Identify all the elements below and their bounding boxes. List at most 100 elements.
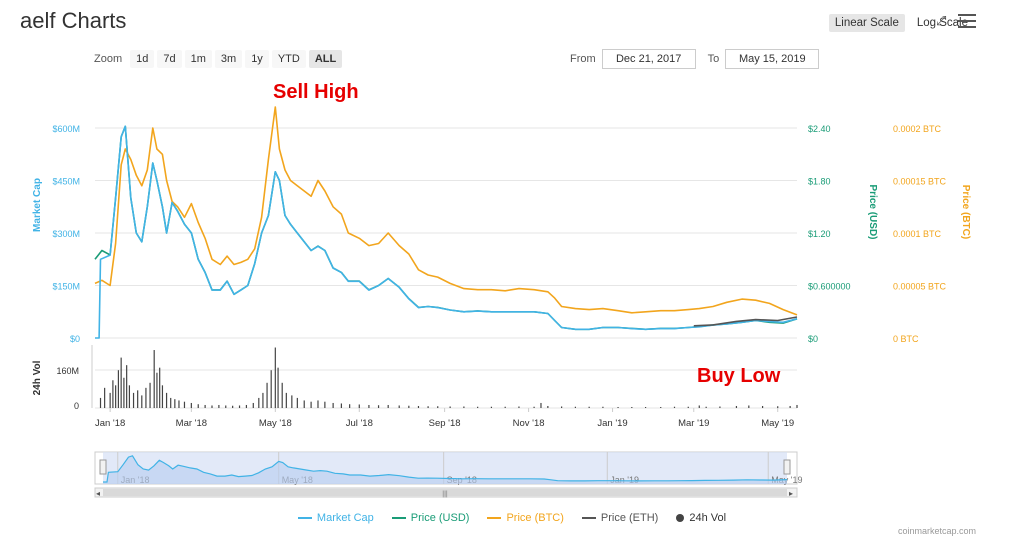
volume-bar	[104, 387, 106, 408]
volume-bar	[117, 370, 119, 408]
legend-item[interactable]: Market Cap	[297, 512, 374, 524]
volume-bar	[238, 405, 241, 408]
volume-bar	[631, 406, 633, 408]
x-tick-label: Jan '19	[597, 418, 627, 429]
x-tick-label: Jan '18	[95, 418, 125, 429]
market-cap-tick: $150M	[52, 282, 80, 292]
volume-bar	[477, 406, 479, 408]
legend-item-label: Price (ETH)	[600, 512, 659, 524]
volume-bar	[115, 385, 117, 408]
navigator-line	[103, 455, 788, 483]
zoom-1y-button[interactable]: 1y	[245, 50, 269, 68]
volume-bar	[463, 406, 465, 408]
volume-bar	[377, 405, 380, 408]
volume-bar	[490, 406, 493, 408]
volume-bar	[277, 367, 279, 408]
volume-bar	[437, 406, 439, 408]
scroll-right-arrow-icon: ▸	[789, 489, 793, 498]
price-usd-tick: $0	[808, 334, 818, 344]
legend-item[interactable]: Price (ETH)	[581, 512, 659, 524]
volume-bar	[796, 404, 798, 408]
zoom-1d-button[interactable]: 1d	[130, 50, 155, 68]
from-date-input[interactable]: Dec 21, 2017	[601, 49, 696, 69]
volume-bar	[145, 387, 147, 408]
x-tick-label: Mar '18	[176, 418, 207, 429]
volume-bar	[156, 372, 158, 408]
volume-bar	[245, 404, 248, 408]
volume-bar	[291, 395, 293, 408]
volume-bar	[789, 405, 791, 408]
zoom-controls: Zoom 1d 7d 1m 3m 1y YTD ALL	[94, 50, 343, 68]
x-tick-label: May '18	[259, 418, 292, 429]
volume-bar	[617, 406, 619, 408]
volume-bar	[698, 405, 700, 408]
volume-bar	[368, 404, 370, 408]
volume-bar	[748, 405, 750, 408]
chart-legend: Market Cap Price (USD) Price (BTC) Price (E…	[0, 512, 1024, 524]
volume-bar	[225, 405, 227, 408]
from-label: From	[570, 53, 596, 65]
volume-bar	[178, 400, 180, 408]
volume-bar	[317, 400, 319, 408]
price-usd-axis-title: Price (USD)	[867, 184, 878, 239]
to-label: To	[707, 53, 720, 65]
volume-bar	[123, 377, 125, 408]
volume-bar	[349, 404, 351, 408]
hamburger-menu-icon[interactable]	[958, 14, 976, 28]
volume-bar	[387, 404, 389, 408]
volume-bar	[170, 397, 172, 408]
legend-item[interactable]: 24h Vol	[676, 512, 726, 524]
legend-item-label: Price (USD)	[410, 512, 470, 524]
volume-bar	[211, 405, 213, 408]
volume-bar	[285, 392, 287, 408]
volume-tick: 0	[74, 401, 79, 411]
volume-bar	[540, 402, 542, 408]
scrollbar-grip-icon: |||	[442, 491, 448, 498]
zoom-1m-button[interactable]: 1m	[184, 50, 212, 68]
zoom-7d-button[interactable]: 7d	[157, 50, 182, 68]
legend-item[interactable]: Price (BTC)	[487, 512, 564, 524]
navigator-area	[103, 455, 787, 484]
scale-toggle: Linear Scale Log Scale	[828, 14, 974, 32]
scroll-left-arrow-icon: ◂	[96, 489, 100, 498]
volume-bar	[120, 357, 122, 408]
volume-bar	[417, 405, 420, 408]
volume-bar	[518, 406, 520, 408]
to-date-input[interactable]: May 15, 2019	[725, 49, 820, 69]
x-tick-label: Sep '18	[429, 418, 461, 429]
volume-bar	[183, 401, 186, 408]
scrollbar-thumb[interactable]	[103, 489, 787, 496]
zoom-all-button[interactable]: ALL	[308, 50, 343, 68]
price-usd-tick: $1.80	[808, 177, 831, 187]
volume-bar	[204, 404, 206, 408]
volume-bar	[112, 380, 114, 408]
volume-bar	[190, 402, 192, 408]
volume-bar	[161, 385, 164, 408]
volume-bar	[340, 403, 342, 408]
navigator-handle[interactable]	[783, 459, 791, 475]
log-scale-button[interactable]: Log Scale	[916, 17, 968, 29]
legend-line-swatch	[581, 517, 596, 519]
sell-high-annotation: Sell High	[273, 81, 359, 103]
zoom-ytd-button[interactable]: YTD	[271, 50, 306, 68]
volume-bar	[761, 405, 764, 408]
navigator-handle[interactable]	[99, 459, 107, 475]
price-btc-tick: 0 BTC	[893, 334, 919, 344]
fullscreen-expand-icon[interactable]: ⤢	[936, 13, 947, 28]
linear-scale-button[interactable]: Linear Scale	[828, 14, 905, 32]
zoom-3m-button[interactable]: 3m	[214, 50, 243, 68]
volume-bar	[174, 399, 176, 408]
volume-bar	[398, 405, 400, 408]
volume-bar	[427, 406, 429, 408]
volume-bar	[153, 350, 155, 408]
volume-bar	[533, 406, 535, 408]
volume-bar	[296, 397, 298, 408]
volume-tick: 160M	[56, 366, 79, 376]
market-cap-line	[95, 125, 798, 339]
legend-item[interactable]: Price (USD)	[391, 512, 470, 524]
volume-bar	[358, 404, 360, 408]
legend-dot-icon	[676, 514, 685, 522]
volume-bar	[449, 406, 451, 408]
price-usd-tick: $2.40	[808, 124, 831, 134]
